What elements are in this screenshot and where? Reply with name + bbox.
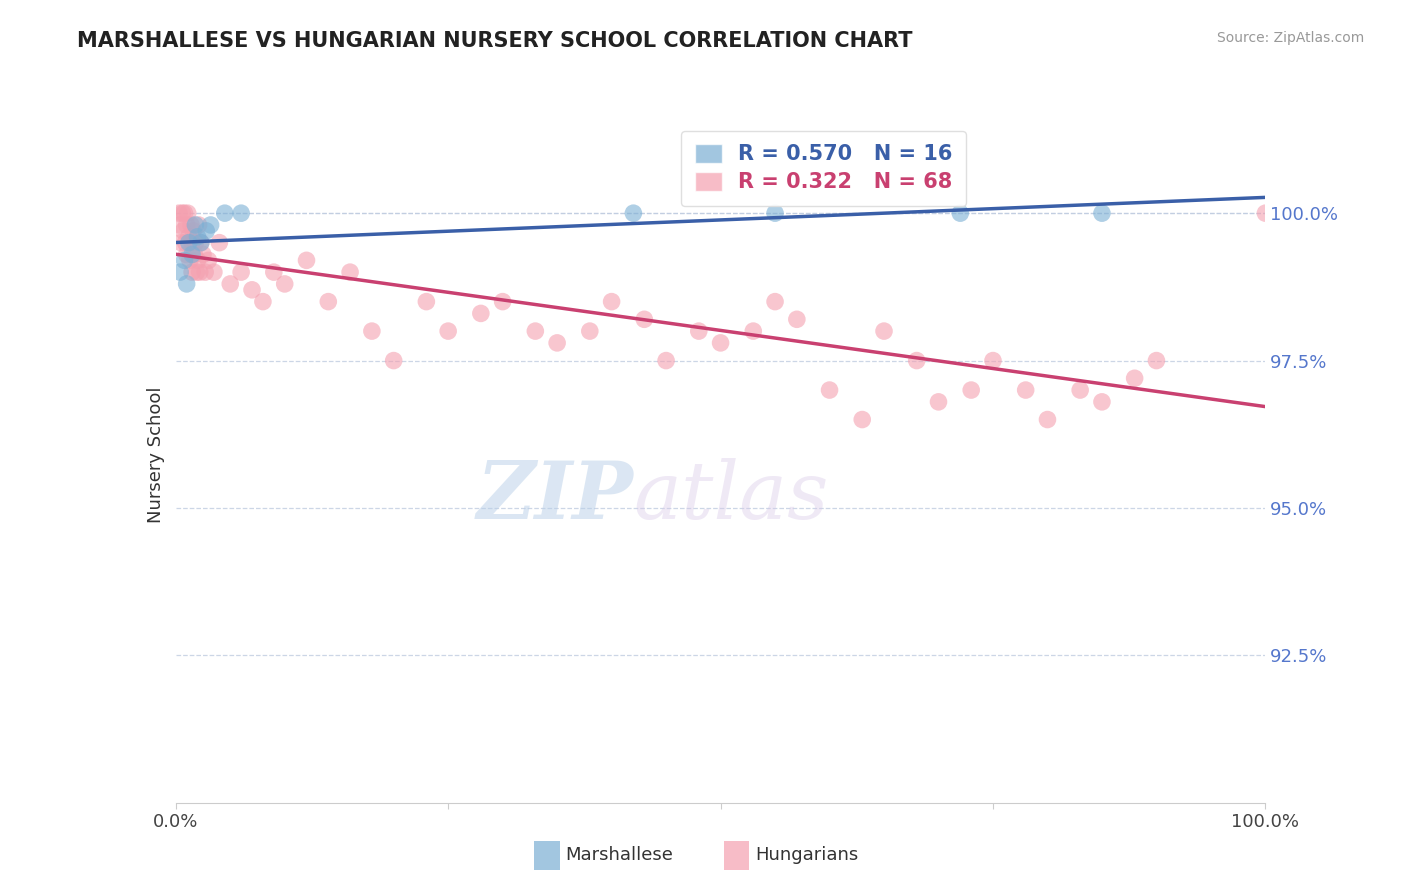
Point: [470, 306, 492, 320]
Text: Source: ZipAtlas.com: Source: ZipAtlas.com: [1216, 31, 1364, 45]
Point: [1036, 412, 1059, 426]
Point: [524, 324, 547, 338]
Y-axis label: Nursery School: Nursery School: [146, 386, 165, 524]
Point: [177, 229, 200, 244]
Point: [231, 206, 253, 220]
Point: [1015, 383, 1038, 397]
Text: MARSHALLESE VS HUNGARIAN NURSERY SCHOOL CORRELATION CHART: MARSHALLESE VS HUNGARIAN NURSERY SCHOOL …: [77, 31, 912, 51]
Point: [1091, 206, 1114, 220]
Point: [200, 218, 222, 232]
Point: [981, 353, 1004, 368]
Point: [188, 265, 211, 279]
Text: Marshallese: Marshallese: [565, 847, 673, 864]
Point: [546, 335, 568, 350]
Point: [579, 324, 602, 338]
Point: [181, 235, 204, 250]
Text: ZIP: ZIP: [477, 458, 633, 535]
Point: [1146, 353, 1168, 368]
Point: [177, 235, 200, 250]
Point: [415, 294, 437, 309]
Point: [339, 265, 361, 279]
Point: [197, 253, 219, 268]
Point: [786, 312, 808, 326]
Point: [928, 395, 950, 409]
Point: [655, 353, 678, 368]
Point: [176, 218, 198, 232]
Point: [208, 235, 231, 250]
Legend: R = 0.570   N = 16, R = 0.322   N = 68: R = 0.570 N = 16, R = 0.322 N = 68: [682, 130, 966, 206]
Point: [195, 224, 218, 238]
Point: [905, 353, 928, 368]
Point: [170, 235, 193, 250]
Point: [179, 253, 201, 268]
Point: [180, 218, 202, 232]
Point: [190, 235, 212, 250]
Point: [295, 253, 318, 268]
Point: [688, 324, 710, 338]
Point: [252, 294, 274, 309]
Point: [202, 265, 225, 279]
Point: [169, 265, 191, 279]
Point: [633, 312, 655, 326]
Point: [186, 253, 209, 268]
Text: atlas: atlas: [633, 458, 828, 535]
Point: [1123, 371, 1146, 385]
Point: [873, 324, 896, 338]
Point: [600, 294, 623, 309]
Point: [183, 247, 205, 261]
Point: [1254, 206, 1277, 220]
Point: [263, 265, 285, 279]
Point: [742, 324, 765, 338]
Point: [184, 235, 207, 250]
Point: [949, 206, 972, 220]
Point: [176, 247, 198, 261]
Text: Hungarians: Hungarians: [755, 847, 858, 864]
Point: [621, 206, 644, 220]
Point: [818, 383, 841, 397]
Point: [184, 218, 207, 232]
Point: [176, 277, 198, 291]
Point: [960, 383, 983, 397]
Point: [167, 206, 190, 220]
Point: [172, 224, 194, 238]
Point: [763, 206, 786, 220]
Point: [194, 265, 217, 279]
Point: [181, 247, 204, 261]
Point: [186, 265, 208, 279]
Point: [851, 412, 873, 426]
Point: [763, 294, 786, 309]
Point: [172, 206, 194, 220]
Point: [173, 206, 195, 220]
Point: [214, 206, 236, 220]
Point: [240, 283, 263, 297]
Point: [1069, 383, 1091, 397]
Point: [274, 277, 297, 291]
Point: [361, 324, 384, 338]
Point: [492, 294, 515, 309]
Point: [174, 235, 197, 250]
Point: [382, 353, 405, 368]
Point: [318, 294, 340, 309]
Point: [181, 224, 204, 238]
Point: [191, 247, 214, 261]
Point: [1091, 395, 1114, 409]
Point: [187, 218, 209, 232]
Point: [219, 277, 242, 291]
Point: [177, 206, 200, 220]
Point: [190, 235, 212, 250]
Point: [186, 229, 209, 244]
Point: [710, 335, 733, 350]
Point: [181, 265, 204, 279]
Point: [437, 324, 460, 338]
Point: [169, 218, 191, 232]
Point: [231, 265, 253, 279]
Point: [173, 253, 195, 268]
